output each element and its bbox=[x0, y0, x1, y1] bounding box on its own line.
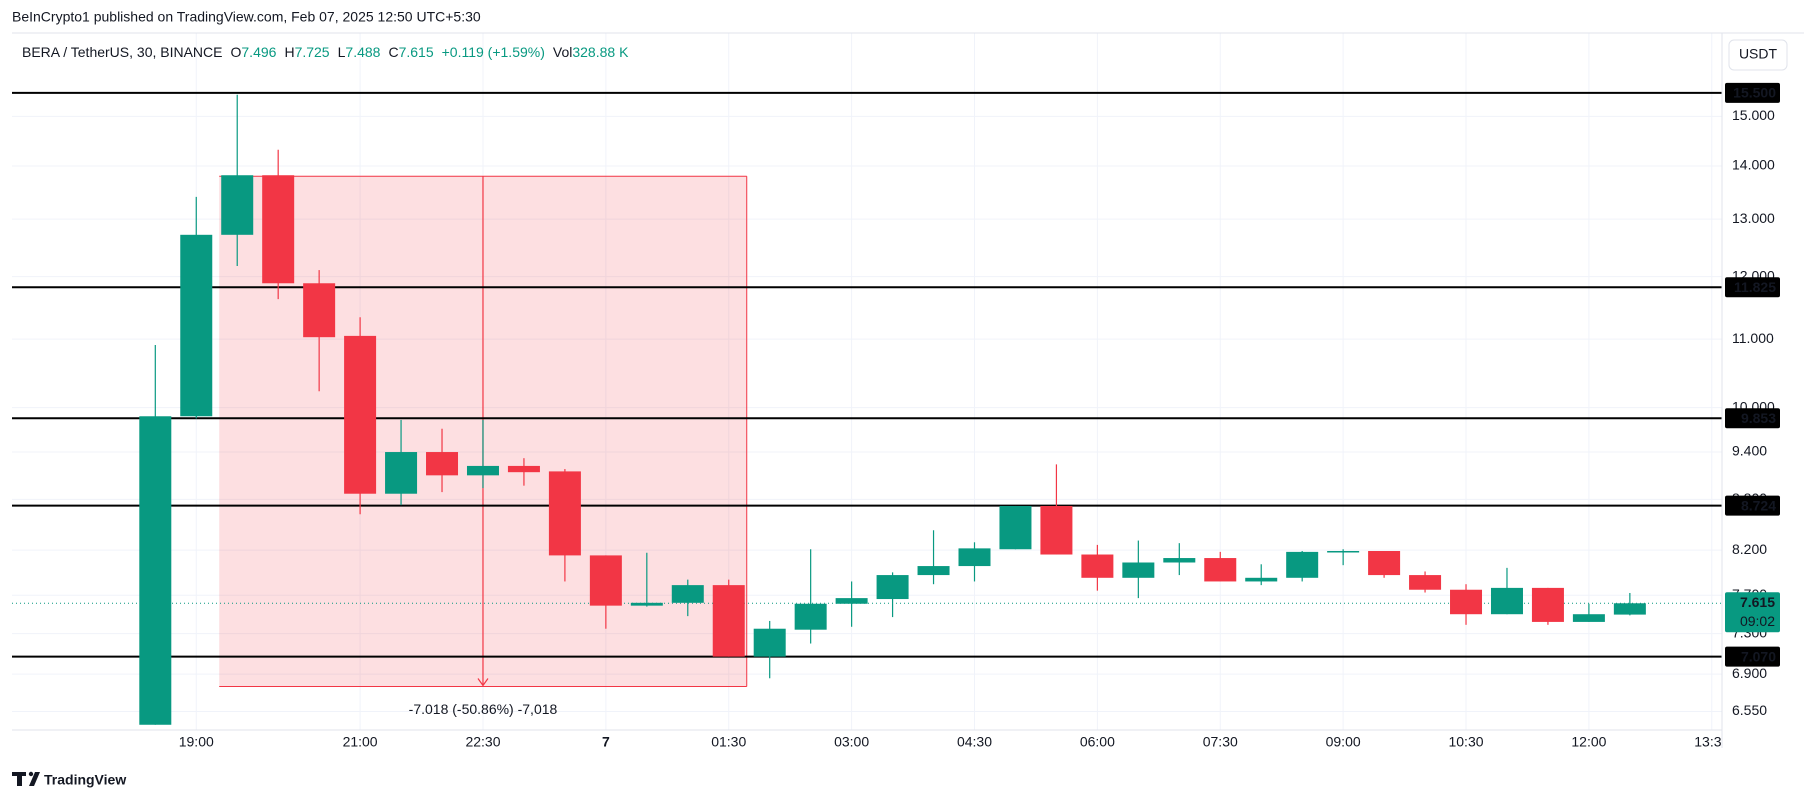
candle-body bbox=[139, 416, 172, 725]
level-label: 11.825 bbox=[1734, 279, 1776, 295]
candle-body bbox=[835, 598, 868, 604]
brand-name: TradingView bbox=[44, 772, 126, 788]
y-tick-label: 15.000 bbox=[1732, 107, 1775, 123]
last-price-box bbox=[1725, 592, 1780, 633]
level-label: 9.853 bbox=[1741, 410, 1776, 426]
o-value: 7.496 bbox=[241, 44, 276, 60]
level-label-box bbox=[1725, 277, 1780, 298]
change: +0.119 (+1.59%) bbox=[442, 44, 545, 60]
y-tick-label: 11.000 bbox=[1732, 330, 1774, 346]
symbol: BERA / TetherUS, 30, BINANCE bbox=[22, 44, 223, 60]
candle-body bbox=[1490, 587, 1523, 615]
c-value: 7.615 bbox=[399, 44, 434, 60]
x-tick-label: 19:00 bbox=[179, 734, 214, 750]
candle-body bbox=[1450, 589, 1483, 615]
x-tick-label: 04:30 bbox=[957, 734, 992, 750]
x-tick-label: 03:00 bbox=[834, 734, 869, 750]
candle-body bbox=[426, 452, 459, 476]
x-tick-label: 12:00 bbox=[1571, 734, 1606, 750]
level-label-box bbox=[1725, 495, 1780, 516]
candle-body bbox=[303, 283, 336, 338]
candle-body bbox=[589, 555, 622, 606]
candle-body bbox=[794, 603, 827, 630]
y-tick-label: 13.000 bbox=[1732, 210, 1775, 226]
x-tick-label: 21:00 bbox=[343, 734, 378, 750]
candle-body bbox=[917, 566, 950, 576]
l-label: L bbox=[338, 44, 346, 60]
currency-label[interactable]: USDT bbox=[1739, 46, 1778, 62]
o-label: O bbox=[231, 44, 242, 60]
level-label: 8.724 bbox=[1741, 497, 1776, 513]
measure-label: -7.018 (-50.86%) -7,018 bbox=[409, 701, 558, 717]
candle-body bbox=[1245, 577, 1278, 582]
y-tick-label: 14.000 bbox=[1732, 157, 1775, 173]
measure-arrowhead bbox=[477, 678, 489, 687]
vol-value: 328.88 K bbox=[572, 44, 629, 60]
x-tick-label: 09:00 bbox=[1326, 734, 1361, 750]
candle-body bbox=[262, 175, 295, 284]
y-tick-label: 6.550 bbox=[1732, 702, 1767, 718]
plot: -7.018 (-50.86%) -7,018 bbox=[12, 91, 1722, 725]
level-label-box bbox=[1725, 82, 1780, 103]
candle-body bbox=[344, 335, 377, 494]
last-price-label: 7.615 bbox=[1740, 594, 1775, 610]
candle-body bbox=[1613, 603, 1646, 615]
candle-body bbox=[385, 452, 418, 494]
x-tick-label: 07:30 bbox=[1203, 734, 1238, 750]
brand-logo bbox=[12, 771, 40, 786]
candle-body bbox=[180, 234, 213, 417]
x-tick-label: 7 bbox=[602, 734, 610, 750]
candle-body bbox=[1572, 614, 1605, 622]
l-value: 7.488 bbox=[345, 44, 380, 60]
y-tick-label: 8.200 bbox=[1732, 541, 1767, 557]
candle-body bbox=[1163, 558, 1196, 563]
legend: BERA / TetherUS, 30, BINANCE O7.496 H7.725… bbox=[22, 44, 629, 60]
h-value: 7.725 bbox=[295, 44, 330, 60]
x-tick-label: 22:30 bbox=[465, 734, 500, 750]
candle-body bbox=[958, 548, 991, 567]
candle-body bbox=[1327, 551, 1360, 553]
candle-body bbox=[999, 505, 1032, 550]
candle-body bbox=[548, 471, 581, 556]
candle-body bbox=[1204, 558, 1237, 582]
c-label: C bbox=[388, 44, 398, 60]
candle-body bbox=[1122, 562, 1155, 578]
x-tick-label: 01:30 bbox=[711, 734, 746, 750]
axis: 6.5506.9007.3007.7008.2008.8009.40010.00… bbox=[1725, 82, 1780, 718]
candle-body bbox=[753, 628, 786, 657]
countdown-label: 09:02 bbox=[1740, 613, 1775, 629]
grid: 19:00 21:00 22:30 7 01:30 03:00 04:30 06:00 07:3… bbox=[12, 33, 1730, 750]
candle-body bbox=[1081, 554, 1114, 578]
candle-body bbox=[1531, 587, 1564, 622]
logo-dot bbox=[28, 771, 34, 777]
candle-body bbox=[1040, 505, 1073, 555]
candle-body bbox=[1286, 551, 1319, 578]
x-tick-label: 06:00 bbox=[1080, 734, 1115, 750]
candle-body bbox=[507, 465, 540, 473]
logo-mark bbox=[12, 772, 40, 786]
level-label: 15.500 bbox=[1733, 85, 1776, 101]
currency-button[interactable] bbox=[1728, 39, 1788, 71]
level-label: 7.070 bbox=[1741, 648, 1776, 664]
candle-body bbox=[1409, 575, 1442, 590]
candle-body bbox=[221, 175, 254, 235]
h-label: H bbox=[284, 44, 294, 60]
published-note: BeInCrypto1 published on TradingView.com… bbox=[12, 9, 481, 25]
x-tick-label: 13:30 bbox=[1694, 734, 1729, 750]
vol-label: Vol bbox=[553, 44, 572, 60]
level-label-box bbox=[1725, 646, 1780, 667]
candle-body bbox=[712, 585, 745, 657]
level-label-box bbox=[1725, 408, 1780, 429]
y-tick-label: 9.400 bbox=[1732, 443, 1767, 459]
candle-body bbox=[630, 602, 663, 606]
candle-body bbox=[876, 575, 909, 600]
y-tick-label: 6.900 bbox=[1732, 665, 1767, 681]
candle-body bbox=[1368, 551, 1401, 576]
candle-body bbox=[466, 465, 499, 476]
x-tick-label: 10:30 bbox=[1448, 734, 1483, 750]
candle-body bbox=[671, 585, 704, 603]
